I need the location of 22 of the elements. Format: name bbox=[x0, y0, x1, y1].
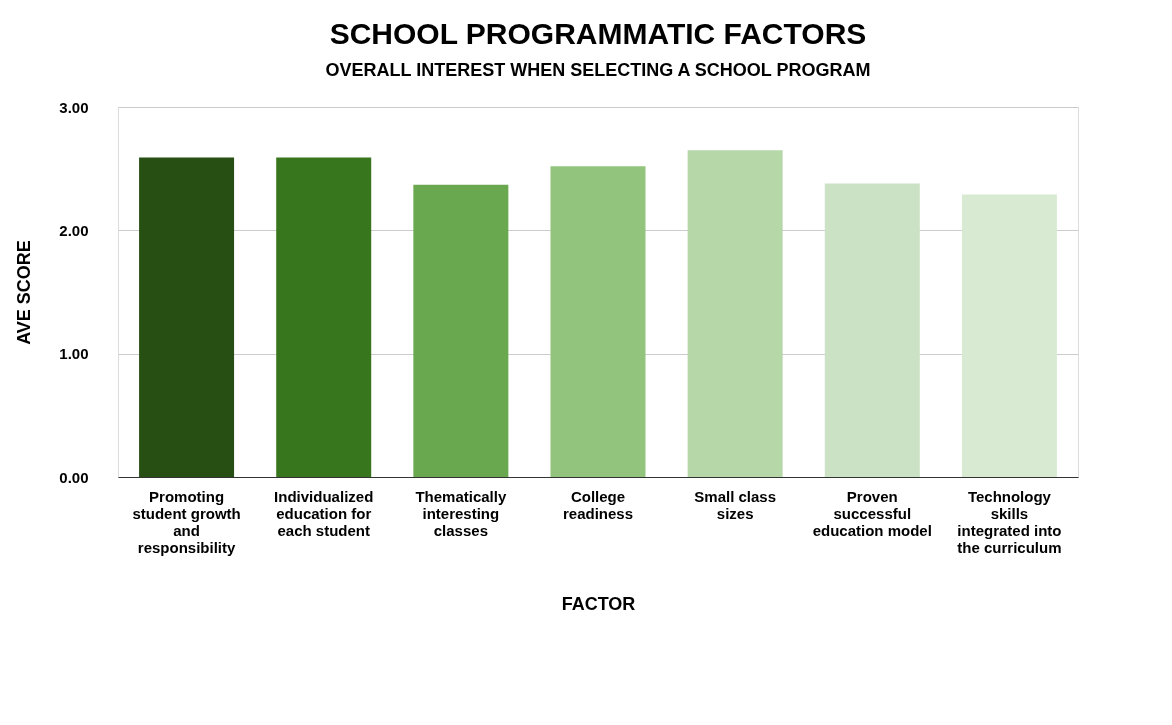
bar bbox=[139, 157, 235, 477]
chart-title: SCHOOL PROGRAMMATIC FACTORS bbox=[329, 17, 867, 50]
y-axis-title: AVE SCORE bbox=[14, 240, 35, 345]
bar bbox=[413, 184, 509, 477]
bar bbox=[276, 157, 372, 477]
y-tick-label: 0.00 bbox=[59, 468, 89, 486]
x-tick-label: Promoting student growth and responsibility bbox=[132, 487, 241, 556]
x-tick-label: Individualized education for each student bbox=[274, 487, 374, 539]
x-tick-label: Proven successful education model bbox=[812, 487, 932, 539]
y-tick-label: 1.00 bbox=[59, 345, 89, 363]
chart-subtitle: OVERALL INTEREST WHEN SELECTING A SCHOOL PROGRAM bbox=[325, 60, 871, 80]
x-tick-label: Technology skills integrated into the curriculum bbox=[957, 487, 1062, 556]
x-axis-title: FACTOR bbox=[561, 593, 636, 614]
y-tick-label: 2.00 bbox=[59, 221, 89, 239]
y-tick-label: 3.00 bbox=[59, 98, 89, 116]
bar bbox=[550, 166, 646, 477]
bar bbox=[824, 183, 920, 477]
x-tick-label: Thematically interesting classes bbox=[415, 487, 507, 539]
bar bbox=[961, 194, 1057, 477]
x-tick-label: Small class sizes bbox=[694, 487, 777, 522]
bar bbox=[687, 150, 783, 477]
x-tick-label: College readiness bbox=[562, 487, 634, 522]
